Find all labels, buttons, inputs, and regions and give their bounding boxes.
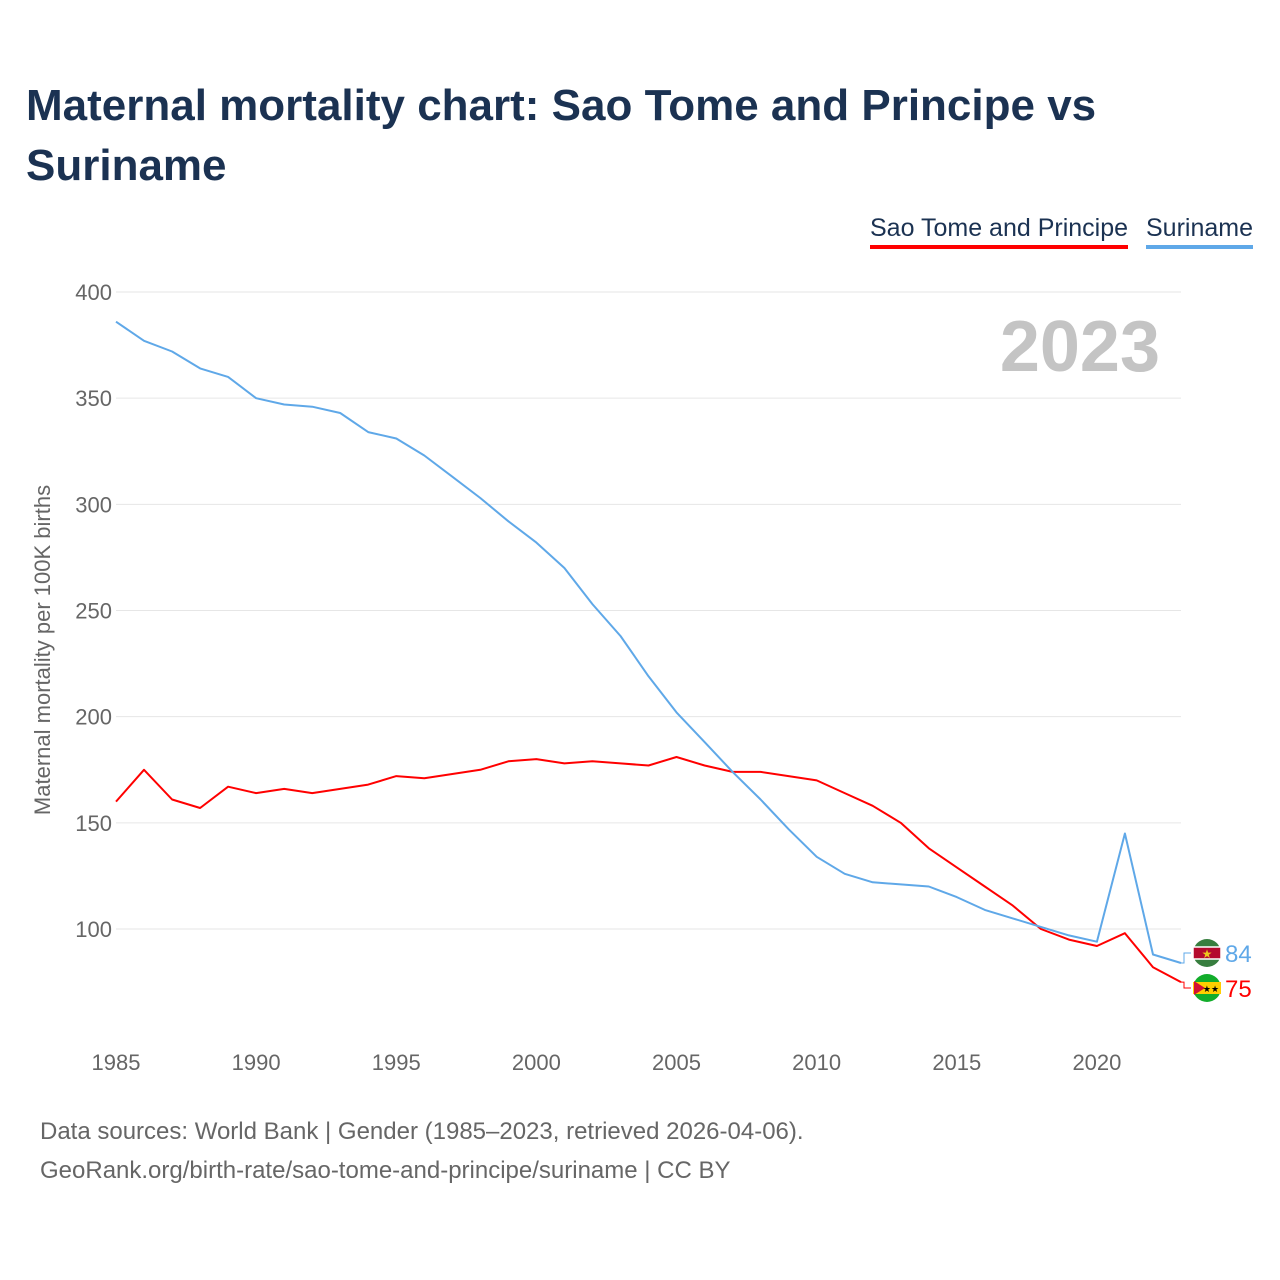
- series-line-0: [115, 756, 1182, 983]
- footer-sources: Data sources: World Bank | Gender (1985–…: [40, 1118, 804, 1145]
- x-tick-label: 2015: [932, 1050, 981, 1075]
- label-connector: [1181, 981, 1191, 989]
- chart-title: Maternal mortality chart: Sao Tome and P…: [26, 81, 1097, 190]
- x-tick-label: 2000: [512, 1050, 561, 1075]
- y-tick-label: 200: [75, 705, 112, 730]
- y-tick-label: 350: [75, 386, 112, 411]
- flag-triangle: [1194, 981, 1205, 995]
- year-label: 2023: [1000, 307, 1160, 387]
- y-tick-label: 250: [75, 599, 112, 624]
- y-tick-label: 100: [75, 917, 112, 942]
- x-tick-label: 2005: [652, 1050, 701, 1075]
- footer-url[interactable]: GeoRank.org/birth-rate/sao-tome-and-prin…: [40, 1157, 731, 1184]
- x-tick-label: 2010: [792, 1050, 841, 1075]
- flag-star: ★: [1202, 947, 1213, 961]
- end-value-label: 75: [1225, 976, 1252, 1003]
- series-line-1: [115, 320, 1182, 964]
- x-tick-label: 1995: [372, 1050, 421, 1075]
- y-tick-label: 400: [75, 280, 112, 305]
- end-value-label: 84: [1225, 941, 1252, 968]
- legend-item-sao-tome[interactable]: Sao Tome and Principe: [870, 214, 1129, 249]
- x-tick-label: 1985: [92, 1050, 141, 1075]
- x-tick-label: 1990: [232, 1050, 281, 1075]
- y-axis-title: Maternal mortality per 100K births: [30, 485, 55, 815]
- flag-stars: ★★: [1203, 984, 1219, 994]
- y-tick-label: 300: [75, 492, 112, 517]
- x-tick-label: 2020: [1072, 1050, 1121, 1075]
- flag-stripe: [1192, 946, 1222, 960]
- label-connector: [1181, 952, 1191, 964]
- y-tick-label: 150: [75, 811, 112, 836]
- legend-item-suriname[interactable]: Suriname: [1146, 214, 1253, 249]
